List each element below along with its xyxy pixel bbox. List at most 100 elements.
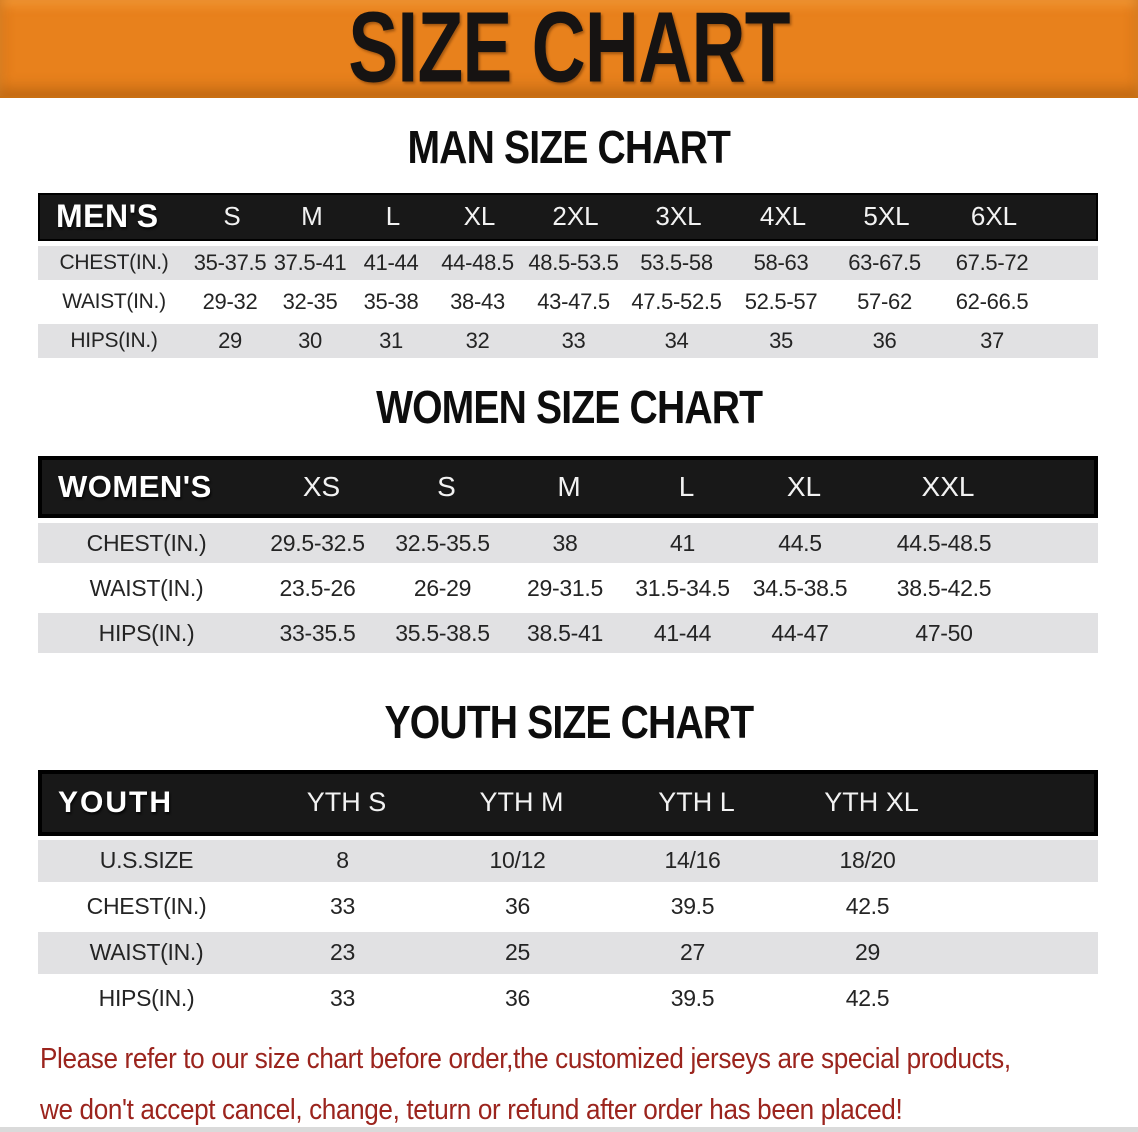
size-column-header: 3XL: [655, 201, 702, 232]
disclaimer-line-2: we don't accept cancel, change, teturn o…: [40, 1093, 903, 1126]
size-value-cell: 31: [379, 327, 403, 353]
size-value-cell: 41: [670, 529, 695, 556]
size-value-cell: 44.5-48.5: [896, 529, 992, 556]
disclaimer-line-1: Please refer to our size chart before or…: [40, 1042, 1011, 1075]
size-value-cell: 58-63: [753, 249, 809, 275]
size-value-cell: 37.5-41: [273, 249, 347, 275]
measurement-row: HIPS(IN.) 29 30 31 32 33 34 35 36 37: [38, 323, 1098, 358]
size-value-cell: 39.5: [670, 893, 715, 920]
youth-size-section: YOUTH SIZE CHART YOUTH YTH S YTH M YTH L YTH…: [0, 697, 1138, 1020]
size-column-header: L: [385, 201, 401, 232]
measurement-label: HIPS(IN.): [70, 328, 158, 352]
size-value-cell: 47-50: [915, 619, 973, 646]
size-value-cell: 29: [855, 939, 880, 966]
size-column-header: 6XL: [970, 201, 1018, 232]
table-header-row: YOUTH YTH S YTH M YTH L YTH XL: [38, 769, 1098, 836]
measurement-label: CHEST(IN.): [86, 893, 207, 920]
size-value-cell: 38.5-41: [527, 619, 603, 646]
size-value-cell: 33: [330, 985, 355, 1012]
size-value-cell: 34.5-38.5: [752, 574, 848, 601]
size-value-cell: 32-35: [282, 288, 338, 314]
measurement-row: CHEST(IN.) 29.5-32.5 32.5-35.5 38 41 44.5 44.5…: [38, 523, 1098, 564]
size-column-header: M: [557, 471, 581, 503]
women-chart-heading-text: WOMEN SIZE CHART: [375, 380, 763, 433]
size-value-cell: 23: [330, 939, 355, 966]
size-column-header: S: [437, 471, 456, 503]
men-chart-heading-text: MAN SIZE CHART: [407, 121, 731, 173]
size-column-header: XXL: [921, 471, 975, 503]
size-value-cell: 34: [664, 327, 689, 353]
table-corner-label: YOUTH: [58, 785, 173, 819]
table-corner-label: WOMEN'S: [58, 469, 212, 505]
size-chart-banner: SIZE CHART: [0, 0, 1138, 98]
measurement-row: WAIST(IN.) 23 25 27 29: [38, 931, 1098, 974]
size-value-cell: 41-44: [653, 619, 712, 646]
size-value-cell: 35-38: [363, 288, 419, 314]
size-column-header: S: [223, 201, 241, 232]
measurement-label: WAIST(IN.): [89, 574, 204, 601]
youth-chart-heading-text: YOUTH SIZE CHART: [384, 696, 755, 749]
men-size-section: MAN SIZE CHART MEN'S S M L XL 2XL 3XL 4XL 5XL 6XL…: [0, 122, 1138, 358]
measurement-label: U.S.SIZE: [99, 847, 194, 874]
size-value-cell: 25: [505, 939, 530, 966]
measurement-row: HIPS(IN.) 33-35.5 35.5-38.5 38.5-41 41-44 44-…: [38, 613, 1098, 654]
size-value-cell: 47.5-52.5: [631, 288, 722, 314]
size-value-cell: 8: [336, 847, 349, 874]
size-column-header: XL: [463, 201, 496, 232]
size-column-header: 5XL: [863, 201, 910, 232]
size-value-cell: 57-62: [857, 288, 912, 314]
women-size-section: WOMEN SIZE CHART WOMEN'S XS S M L XL XXL CHEST(…: [0, 380, 1138, 654]
size-value-cell: 43-47.5: [537, 288, 610, 314]
size-value-cell: 29-31.5: [527, 574, 603, 601]
size-value-cell: 35-37.5: [193, 249, 267, 275]
size-value-cell: 38-43: [450, 288, 505, 314]
size-value-cell: 44-48.5: [441, 249, 514, 275]
size-column-header: XL: [786, 471, 822, 503]
size-value-cell: 48.5-53.5: [528, 249, 619, 275]
size-value-cell: 27: [680, 939, 705, 966]
size-value-cell: 18/20: [839, 847, 896, 874]
measurement-row: CHEST(IN.) 35-37.5 37.5-41 41-44 44-48.5 48.5…: [38, 245, 1098, 280]
disclaimer-text: Please refer to our size chart before or…: [40, 1036, 1138, 1132]
size-column-header: M: [301, 201, 323, 232]
size-value-cell: 39.5: [670, 985, 715, 1012]
bottom-strip: [0, 1127, 1138, 1132]
size-value-cell: 32.5-35.5: [395, 529, 490, 556]
size-value-cell: 37: [980, 327, 1004, 353]
size-value-cell: 31.5-34.5: [635, 574, 730, 601]
size-value-cell: 33-35.5: [279, 619, 356, 646]
size-column-header: YTH XL: [824, 787, 919, 818]
size-value-cell: 52.5-57: [744, 288, 818, 314]
size-value-cell: 14/16: [664, 847, 721, 874]
measurement-row: CHEST(IN.) 33 36 39.5 42.5: [38, 885, 1098, 928]
measurement-label: CHEST(IN.): [59, 250, 169, 274]
size-value-cell: 63-67.5: [848, 249, 921, 275]
size-value-cell: 38: [552, 529, 578, 556]
size-value-cell: 33: [330, 893, 355, 920]
size-value-cell: 26-29: [413, 574, 472, 601]
size-value-cell: 41-44: [363, 249, 419, 275]
measurement-row: HIPS(IN.) 33 36 39.5 42.5: [38, 977, 1098, 1020]
women-size-table: WOMEN'S XS S M L XL XXL CHEST(IN.) 29.5-32.5 32.5…: [38, 456, 1098, 654]
youth-chart-heading: YOUTH SIZE CHART: [0, 697, 1138, 748]
youth-size-table: YOUTH YTH S YTH M YTH L YTH XL U.S.SIZE 8 10/12…: [38, 769, 1098, 1020]
measurement-label: HIPS(IN.): [98, 619, 195, 646]
size-column-header: 2XL: [552, 201, 599, 232]
table-corner-label: MEN'S: [56, 198, 159, 235]
size-column-header: XS: [302, 471, 341, 503]
size-value-cell: 32: [465, 327, 490, 353]
size-value-cell: 53.5-58: [640, 249, 713, 275]
size-value-cell: 62-66.5: [955, 288, 1029, 314]
size-value-cell: 38.5-42.5: [896, 574, 992, 601]
men-size-table: MEN'S S M L XL 2XL 3XL 4XL 5XL 6XL CHEST(IN.) 35-37…: [38, 192, 1098, 358]
table-header-row: WOMEN'S XS S M L XL XXL: [38, 456, 1098, 519]
size-column-header: L: [678, 471, 695, 503]
size-value-cell: 67.5-72: [955, 249, 1029, 275]
measurement-row: WAIST(IN.) 23.5-26 26-29 29-31.5 31.5-34.5 34…: [38, 568, 1098, 609]
measurement-row: U.S.SIZE 8 10/12 14/16 18/20: [38, 839, 1098, 882]
size-value-cell: 29-32: [202, 288, 258, 314]
size-value-cell: 30: [298, 327, 322, 353]
measurement-label: CHEST(IN.): [86, 529, 207, 556]
size-value-cell: 36: [505, 985, 530, 1012]
